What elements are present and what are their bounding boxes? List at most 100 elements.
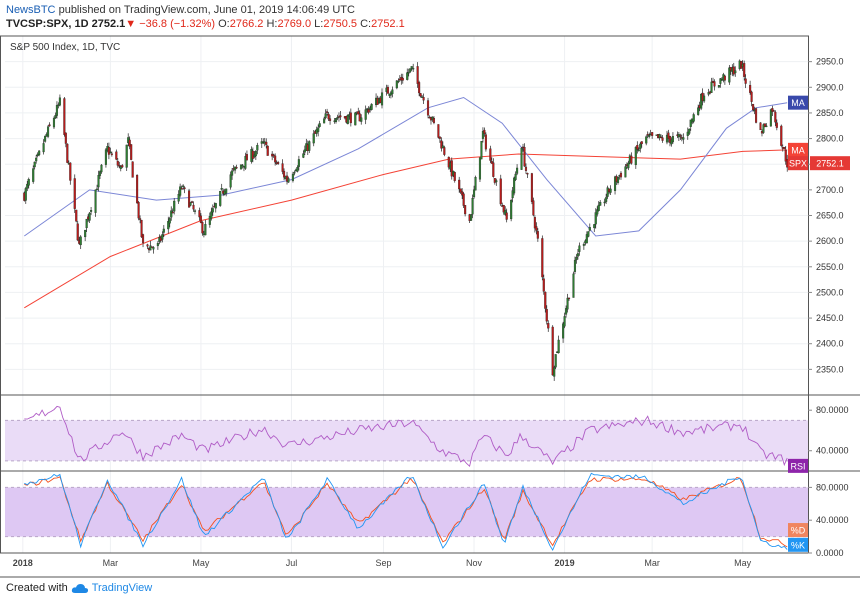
candle-up <box>152 247 155 250</box>
candle-down <box>668 136 672 143</box>
x-tick-label: May <box>734 558 752 568</box>
candle-up <box>380 92 384 106</box>
spx-tag: SPX <box>789 159 807 169</box>
candle-down <box>453 172 456 181</box>
candle-up <box>624 166 627 178</box>
price-change: −36.8 (−1.32%) <box>139 18 216 30</box>
candle-down <box>526 173 529 175</box>
candle-up <box>516 167 519 174</box>
candle-up <box>360 117 363 122</box>
candle-up <box>511 190 514 199</box>
candle-down <box>667 132 670 139</box>
candle-up <box>161 234 164 240</box>
candle-up <box>504 210 507 215</box>
candle-down <box>265 141 268 145</box>
candle-down <box>73 178 76 209</box>
candle-up <box>42 143 45 153</box>
candle-down <box>780 125 783 146</box>
candle-down <box>198 210 201 218</box>
open-label: O: <box>218 18 230 30</box>
candle-down <box>752 104 755 111</box>
candle-down <box>545 309 548 322</box>
candle-up <box>762 124 765 133</box>
tradingview-brand-link[interactable]: TradingView <box>91 582 153 594</box>
high-value: 2769.0 <box>277 18 312 30</box>
publisher-link[interactable]: NewsBTC <box>6 4 56 16</box>
candle-down <box>146 244 149 247</box>
candle-up <box>648 135 651 137</box>
candle-down <box>786 159 789 168</box>
candle-up <box>566 297 569 310</box>
candle-up <box>397 80 400 83</box>
x-tick-label: Jul <box>286 558 298 568</box>
price-y-tick-label: 2700.0 <box>816 185 844 195</box>
candle-down <box>723 75 726 81</box>
candle-up <box>495 180 498 183</box>
ma-fast-tag: MA <box>791 98 805 108</box>
candle-up <box>225 188 228 194</box>
stoch-band <box>5 487 808 537</box>
close-value: 2752.1 <box>371 18 405 30</box>
down-arrow-icon: ▼ <box>125 18 137 30</box>
candle-up <box>697 107 700 115</box>
candle-up <box>167 221 170 230</box>
candle-down <box>713 81 716 87</box>
candle-up <box>514 173 517 180</box>
candle-down <box>679 135 682 137</box>
candle-down <box>183 187 186 189</box>
candle-up <box>391 89 394 95</box>
candle-up <box>27 179 30 186</box>
candle-down <box>432 117 436 123</box>
chart-title: S&P 500 Index, 1D, TVC <box>10 42 120 53</box>
candle-down <box>459 188 462 193</box>
candle-down <box>201 222 204 234</box>
candle-up <box>639 143 642 150</box>
candle-down <box>180 188 183 190</box>
candle-down <box>139 218 142 220</box>
ma-slow-tag-bg <box>788 142 808 157</box>
candle-up <box>573 259 577 272</box>
candle-up <box>312 133 315 144</box>
candle-down <box>141 234 145 243</box>
candle-down <box>419 93 422 97</box>
candle-up <box>471 198 474 215</box>
candle-up <box>100 164 103 173</box>
candle-down <box>438 136 441 139</box>
candle-down <box>492 162 495 177</box>
candle-up <box>170 210 173 218</box>
candle-up <box>587 231 590 237</box>
candle-up <box>156 242 159 247</box>
candle-down <box>66 143 69 163</box>
candle-down <box>763 123 767 127</box>
oscillator-bands <box>5 419 808 538</box>
candle-down <box>774 111 777 123</box>
x-tick-label: Mar <box>644 558 660 568</box>
candle-up <box>717 85 720 88</box>
candle-down <box>386 86 389 94</box>
candle-down <box>484 134 487 150</box>
last-price-tag-bg <box>810 156 850 171</box>
symbol-name: TVCSP:SPX, 1D <box>6 18 89 30</box>
candle-down <box>640 141 643 145</box>
candle-up <box>637 149 640 151</box>
candle-down <box>116 161 119 166</box>
candle-up <box>296 167 299 172</box>
candle-down <box>783 147 786 149</box>
price-y-tick-label: 2350.0 <box>816 364 844 374</box>
candle-down <box>462 193 465 206</box>
candle-up <box>609 188 612 193</box>
candle-up <box>33 161 36 168</box>
candle-up <box>616 176 620 183</box>
price-y-tick-label: 2600.0 <box>816 236 844 246</box>
candle-down <box>775 122 778 128</box>
candle-down <box>547 323 550 329</box>
ma-slow-tag: MA <box>791 145 805 155</box>
spx-tag-bg <box>788 156 808 171</box>
symbol-line: TVCSP:SPX, 1D 2752.1 ▼ −36.8 (−1.32%) O: 2… <box>6 18 405 30</box>
price-y-tick-label: 2850.0 <box>816 108 844 118</box>
candle-up <box>364 109 367 120</box>
candle-up <box>24 188 27 201</box>
candle-down <box>281 163 284 172</box>
candle-down <box>535 226 538 231</box>
